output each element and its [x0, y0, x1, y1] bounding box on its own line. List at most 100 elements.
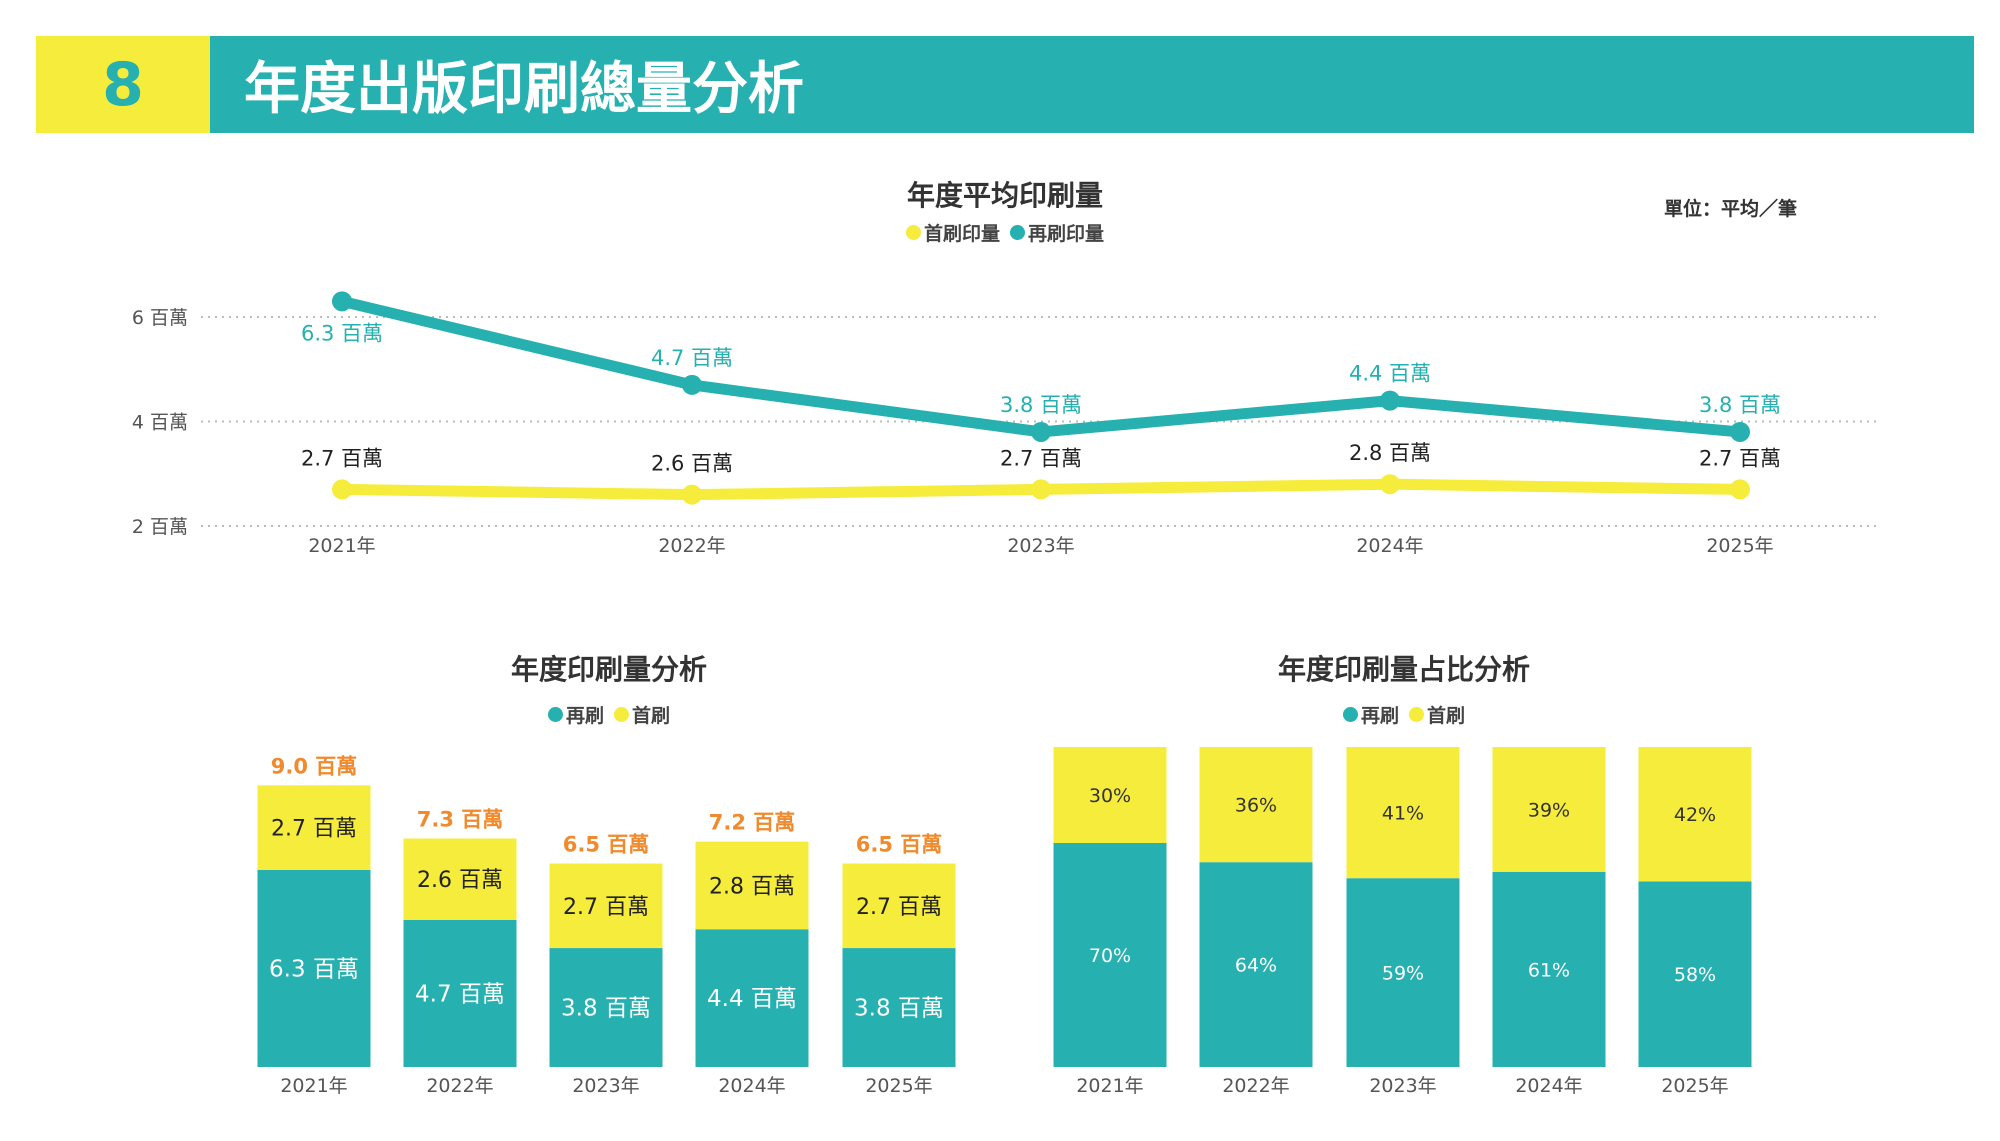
- bar-total-label: 6.5 百萬: [856, 833, 943, 857]
- legend-label: 再刷: [565, 705, 604, 727]
- legend-item-first-print: 首刷印量: [905, 219, 1000, 246]
- bar-segment-first-print: [695, 841, 809, 930]
- percent-chart-title: 年度印刷量占比分析: [1277, 653, 1531, 686]
- bar-total-label: 7.2 百萬: [709, 811, 796, 835]
- data-label: 2.6 百萬: [651, 452, 733, 476]
- legend-label: 首刷: [1427, 705, 1466, 727]
- legend-label: 再刷印量: [1028, 223, 1105, 245]
- y-tick-label: 6 百萬: [132, 307, 188, 329]
- bar-segment-first-print: [1053, 747, 1167, 843]
- x-tick-label: 2023年: [572, 1075, 639, 1097]
- bar-segment-first-print: [549, 863, 663, 949]
- bar-label-reprint: 64%: [1235, 955, 1277, 977]
- data-label: 2.8 百萬: [1349, 441, 1431, 465]
- x-tick-label: 2025年: [1661, 1075, 1728, 1097]
- bar-label-first-print: 2.7 百萬: [271, 817, 357, 842]
- data-point: [682, 484, 702, 505]
- x-tick-label: 2025年: [865, 1075, 932, 1097]
- data-label: 2.7 百萬: [1699, 446, 1781, 470]
- bar-label-reprint: 70%: [1089, 945, 1131, 967]
- bar-chart-title: 年度印刷量分析: [510, 653, 708, 686]
- bar-label-first-print: 2.6 百萬: [417, 868, 503, 893]
- data-label: 4.4 百萬: [1349, 362, 1431, 386]
- bar-label-first-print: 41%: [1382, 803, 1424, 825]
- bar-segment-reprint: [549, 948, 663, 1067]
- data-point: [1730, 479, 1750, 500]
- y-tick-label: 2 百萬: [132, 516, 188, 538]
- data-label: 3.8 百萬: [1000, 393, 1082, 417]
- bar-total-label: 9.0 百萬: [271, 754, 358, 778]
- legend-dot-icon: [614, 707, 629, 722]
- bar-label-reprint: 4.7 百萬: [415, 981, 505, 1007]
- bar-label-reprint: 61%: [1528, 959, 1570, 981]
- line-chart-legend: 首刷印量 再刷印量: [905, 219, 1104, 246]
- data-label: 3.8 百萬: [1699, 393, 1781, 417]
- data-label: 4.7 百萬: [651, 346, 733, 370]
- x-tick-label: 2025年: [1706, 535, 1773, 557]
- bar-segment-first-print: [1638, 747, 1752, 882]
- unit-label: 單位：平均／筆: [1664, 198, 1798, 220]
- page-title: 年度出版印刷總量分析: [210, 36, 1974, 133]
- legend-item-first-print: 首刷: [614, 701, 670, 728]
- bar-segment-reprint: [257, 869, 371, 1067]
- bar-label-reprint: 58%: [1674, 964, 1716, 986]
- bar-segment-reprint: [403, 919, 517, 1067]
- legend-dot-icon: [1010, 225, 1025, 240]
- bar-segment-first-print: [1492, 747, 1606, 872]
- x-tick-label: 2022年: [658, 535, 725, 557]
- x-tick-label: 2021年: [280, 1075, 347, 1097]
- bar-segment-first-print: [1199, 747, 1313, 863]
- legend-label: 首刷印量: [923, 223, 1000, 245]
- x-tick-label: 2024年: [718, 1075, 785, 1097]
- data-point: [1380, 474, 1400, 495]
- percent-chart-legend: 再刷 首刷: [1342, 701, 1465, 728]
- bar-segment-reprint: [1492, 871, 1606, 1067]
- bar-chart-legend: 再刷 首刷: [547, 701, 670, 728]
- bar-segment-reprint: [1346, 878, 1460, 1067]
- data-point: [1031, 421, 1051, 442]
- bar-segment-reprint: [1199, 862, 1313, 1067]
- bar-label-reprint: 6.3 百萬: [269, 956, 359, 982]
- legend-item-reprint: 再刷: [1342, 701, 1399, 728]
- legend-item-first-print: 首刷: [1409, 701, 1465, 728]
- line-chart-title: 年度平均印刷量: [906, 179, 1104, 212]
- y-tick-label: 4 百萬: [132, 412, 188, 434]
- legend-label: 首刷: [632, 705, 671, 727]
- data-point: [1730, 421, 1750, 442]
- x-tick-label: 2024年: [1515, 1075, 1582, 1097]
- data-label: 6.3 百萬: [301, 321, 383, 345]
- bar-label-reprint: 4.4 百萬: [707, 986, 797, 1012]
- bar-label-reprint: 3.8 百萬: [561, 996, 651, 1022]
- bar-segment-reprint: [842, 948, 956, 1067]
- legend-dot-icon: [905, 225, 921, 240]
- legend-item-reprint: 再刷: [547, 701, 604, 728]
- legend-dot-icon: [1409, 707, 1424, 722]
- bar-label-first-print: 2.7 百萬: [563, 895, 649, 920]
- bar-label-reprint: 59%: [1382, 963, 1424, 985]
- bar-segment-first-print: [842, 863, 956, 949]
- bar-segment-first-print: [403, 838, 517, 920]
- bar-total-label: 7.3 百萬: [417, 808, 504, 832]
- x-tick-label: 2023年: [1369, 1075, 1436, 1097]
- bar-label-first-print: 30%: [1089, 785, 1131, 807]
- section-number: 8: [36, 36, 210, 133]
- bar-segment-reprint: [1053, 843, 1167, 1067]
- bar-segment-reprint: [1638, 881, 1752, 1067]
- legend-item-reprint: 再刷印量: [1010, 219, 1104, 246]
- data-point: [332, 479, 352, 500]
- bar-label-reprint: 3.8 百萬: [854, 996, 944, 1022]
- data-label: 2.7 百萬: [301, 446, 383, 470]
- x-tick-label: 2024年: [1356, 535, 1423, 557]
- bar-total-label: 6.5 百萬: [563, 833, 650, 857]
- data-point: [1380, 390, 1400, 411]
- legend-dot-icon: [1342, 707, 1358, 722]
- bar-label-first-print: 39%: [1528, 799, 1570, 821]
- x-tick-label: 2021年: [308, 535, 375, 557]
- data-point: [682, 374, 702, 395]
- x-tick-label: 2022年: [1222, 1075, 1289, 1097]
- bar-label-first-print: 42%: [1674, 804, 1716, 826]
- bar-label-first-print: 36%: [1235, 795, 1277, 817]
- x-tick-label: 2022年: [426, 1075, 493, 1097]
- x-tick-label: 2023年: [1007, 535, 1074, 557]
